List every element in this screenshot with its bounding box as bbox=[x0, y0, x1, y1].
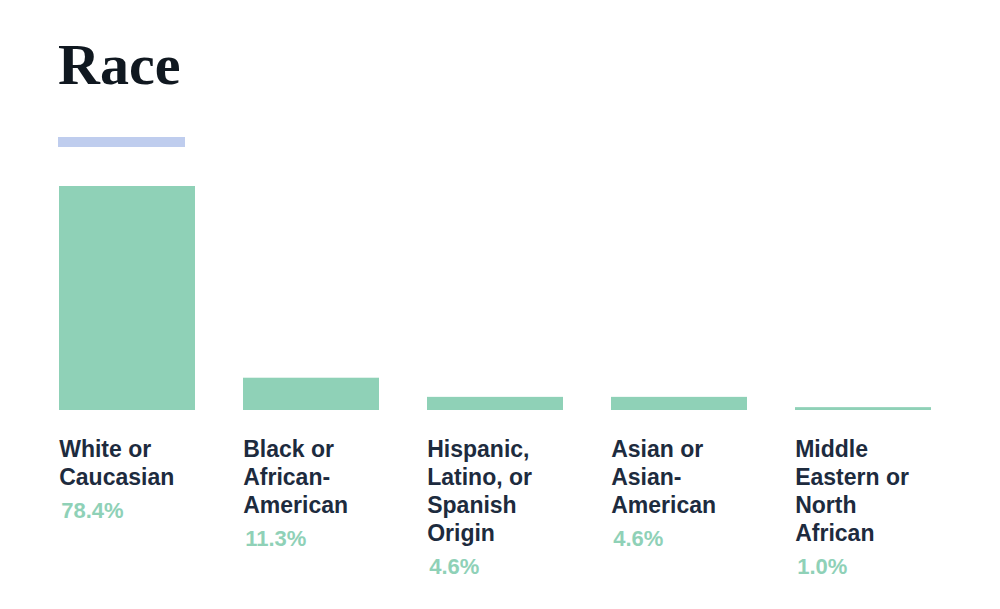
svg-text:Black orAfrican-American: Black orAfrican-American bbox=[243, 436, 348, 518]
svg-text:White orCaucasian: White orCaucasian bbox=[59, 436, 174, 490]
svg-text:Asian orAsian-American: Asian orAsian-American bbox=[611, 436, 716, 518]
svg-text:78.4%: 78.4% bbox=[61, 498, 123, 523]
html-text:Race: Race bbox=[58, 32, 181, 97]
svg-text:11.3%: 11.3% bbox=[245, 526, 306, 551]
svg-text:1.0%: 1.0% bbox=[797, 554, 847, 579]
svg-text:4.6%: 4.6% bbox=[613, 526, 663, 551]
svg-text:4.6%: 4.6% bbox=[429, 554, 479, 579]
svg-text:MiddleEastern orNorthAfrican: MiddleEastern orNorthAfrican bbox=[795, 436, 909, 546]
svg-text:Hispanic,Latino, orSpanishOrig: Hispanic,Latino, orSpanishOrigin bbox=[427, 436, 532, 546]
